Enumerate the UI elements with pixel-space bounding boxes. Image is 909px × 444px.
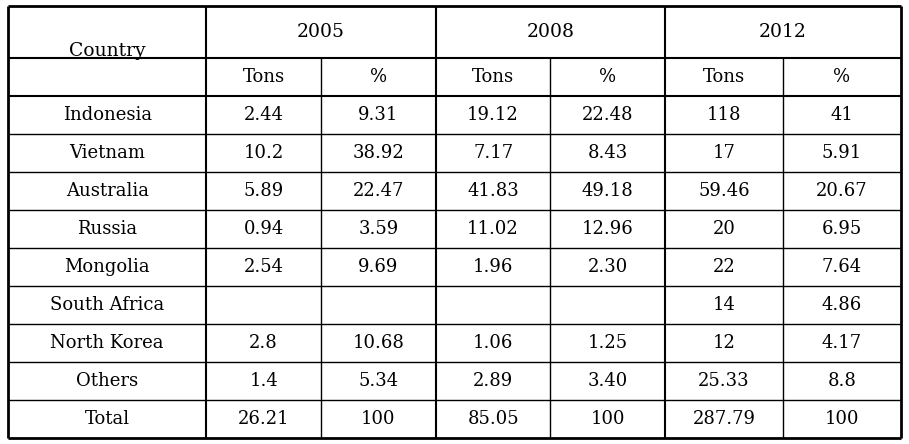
Text: 2.8: 2.8: [249, 334, 278, 352]
Text: North Korea: North Korea: [50, 334, 164, 352]
Text: 100: 100: [591, 410, 625, 428]
Text: Vietnam: Vietnam: [69, 144, 145, 162]
Text: 5.89: 5.89: [244, 182, 284, 200]
Text: 11.02: 11.02: [467, 220, 519, 238]
Text: 3.40: 3.40: [588, 372, 628, 390]
Text: Tons: Tons: [703, 68, 745, 86]
Text: 20: 20: [713, 220, 735, 238]
Text: 10.2: 10.2: [244, 144, 284, 162]
Text: 100: 100: [361, 410, 395, 428]
Text: Others: Others: [76, 372, 138, 390]
Text: 19.12: 19.12: [467, 106, 519, 124]
Text: 6.95: 6.95: [822, 220, 862, 238]
Text: Total: Total: [85, 410, 130, 428]
Text: 7.64: 7.64: [822, 258, 862, 276]
Text: %: %: [370, 68, 387, 86]
Text: 8.43: 8.43: [588, 144, 628, 162]
Text: 2.89: 2.89: [473, 372, 514, 390]
Text: 1.96: 1.96: [473, 258, 514, 276]
Text: Tons: Tons: [472, 68, 514, 86]
Text: 2.54: 2.54: [244, 258, 284, 276]
Text: Mongolia: Mongolia: [65, 258, 150, 276]
Text: 2008: 2008: [526, 23, 574, 41]
Text: 9.69: 9.69: [358, 258, 398, 276]
Text: 85.05: 85.05: [467, 410, 519, 428]
Text: 20.67: 20.67: [816, 182, 868, 200]
Text: 1.06: 1.06: [473, 334, 514, 352]
Text: 4.86: 4.86: [822, 296, 862, 314]
Text: %: %: [834, 68, 851, 86]
Text: 17: 17: [713, 144, 735, 162]
Text: 26.21: 26.21: [238, 410, 289, 428]
Text: 2.30: 2.30: [588, 258, 628, 276]
Text: 0.94: 0.94: [244, 220, 284, 238]
Text: 8.8: 8.8: [827, 372, 856, 390]
Text: 22.48: 22.48: [582, 106, 634, 124]
Text: 2012: 2012: [759, 23, 807, 41]
Text: 12: 12: [713, 334, 735, 352]
Text: 118: 118: [707, 106, 742, 124]
Text: 7.17: 7.17: [473, 144, 514, 162]
Text: Tons: Tons: [243, 68, 285, 86]
Text: 5.91: 5.91: [822, 144, 862, 162]
Text: 41.83: 41.83: [467, 182, 519, 200]
Text: 4.17: 4.17: [822, 334, 862, 352]
Text: 10.68: 10.68: [353, 334, 405, 352]
Text: 49.18: 49.18: [582, 182, 634, 200]
Text: Russia: Russia: [77, 220, 137, 238]
Text: 9.31: 9.31: [358, 106, 398, 124]
Text: 3.59: 3.59: [358, 220, 398, 238]
Text: South Africa: South Africa: [50, 296, 165, 314]
Text: 22.47: 22.47: [353, 182, 405, 200]
Text: 5.34: 5.34: [358, 372, 398, 390]
Text: 1.25: 1.25: [588, 334, 628, 352]
Text: 2005: 2005: [297, 23, 345, 41]
Text: 100: 100: [824, 410, 859, 428]
Text: Indonesia: Indonesia: [63, 106, 152, 124]
Text: Australia: Australia: [65, 182, 149, 200]
Text: Country: Country: [69, 42, 145, 60]
Text: 12.96: 12.96: [582, 220, 634, 238]
Text: 287.79: 287.79: [693, 410, 755, 428]
Text: 25.33: 25.33: [698, 372, 750, 390]
Text: %: %: [599, 68, 616, 86]
Text: 22: 22: [713, 258, 735, 276]
Text: 1.4: 1.4: [249, 372, 278, 390]
Text: 59.46: 59.46: [698, 182, 750, 200]
Text: 38.92: 38.92: [353, 144, 405, 162]
Text: 2.44: 2.44: [244, 106, 284, 124]
Text: 41: 41: [831, 106, 854, 124]
Text: 14: 14: [713, 296, 735, 314]
